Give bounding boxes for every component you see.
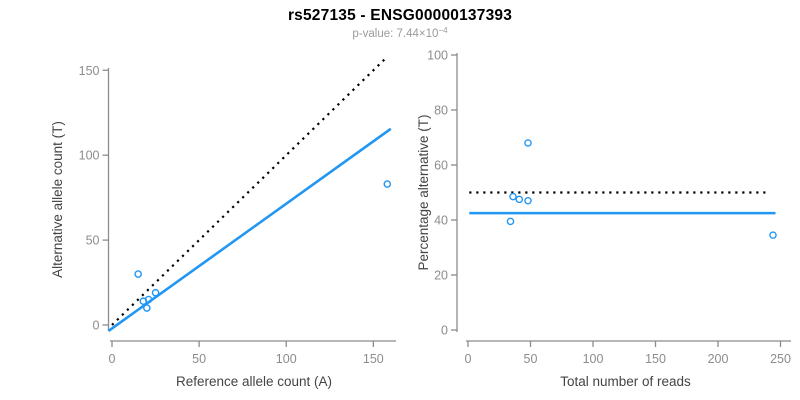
percentage-reads-scatter-plot: 0 50 100 150 200 250 0 20 40 60 80 100 Total number …	[416, 49, 791, 389]
regression-line	[107, 127, 392, 333]
data-point	[383, 180, 392, 188]
figure-title: rs527135 - ENSG00000137393	[287, 7, 513, 24]
y-tick-label: 0	[441, 324, 448, 338]
y-tick-label: 40	[434, 214, 448, 228]
y-tick-label: 0	[93, 319, 100, 333]
x-tick-label: 150	[645, 352, 666, 366]
data-point	[509, 192, 517, 201]
y-axis-title: Percentage alternative (T)	[416, 114, 431, 270]
y-tick-label: 50	[86, 234, 100, 248]
y-tick-label: 80	[434, 104, 448, 118]
identity-line	[111, 55, 389, 326]
data-point	[769, 231, 777, 239]
x-tick-label: 200	[708, 352, 729, 366]
p-value-exponent: −4	[438, 26, 448, 35]
y-tick-label: 100	[79, 149, 100, 163]
p-value-times-ten: ×10	[418, 28, 439, 40]
x-tick-label: 250	[770, 352, 791, 366]
x-tick-label: 0	[465, 352, 472, 366]
figure-subtitle: p-value: 7.44×10−4	[0, 26, 800, 40]
data-point	[524, 139, 532, 147]
x-axis-title: Total number of reads	[560, 374, 691, 389]
data-point	[506, 217, 515, 226]
x-tick-label: 100	[276, 352, 297, 366]
data-point	[524, 196, 532, 205]
x-tick-label: 150	[363, 352, 384, 366]
data-point	[134, 270, 142, 278]
allele-count-scatter-plot: 0 50 100 150 0 50 100 150 Reference allele count…	[50, 55, 396, 389]
data-point	[515, 195, 524, 204]
x-tick-label: 0	[109, 352, 116, 366]
y-tick-label: 150	[79, 64, 100, 78]
data-point	[151, 288, 160, 297]
data-point	[143, 304, 151, 312]
p-value-text: p-value: 7.44	[352, 28, 419, 40]
x-tick-label: 100	[583, 352, 604, 366]
y-tick-label: 20	[434, 269, 448, 283]
x-tick-label: 50	[192, 352, 206, 366]
y-axis-title: Alternative allele count (T)	[50, 121, 65, 278]
data-point	[144, 295, 153, 304]
x-tick-label: 50	[524, 352, 538, 366]
y-tick-label: 100	[427, 49, 448, 63]
y-tick-label: 60	[434, 159, 448, 173]
x-axis-title: Reference allele count (A)	[176, 374, 332, 389]
